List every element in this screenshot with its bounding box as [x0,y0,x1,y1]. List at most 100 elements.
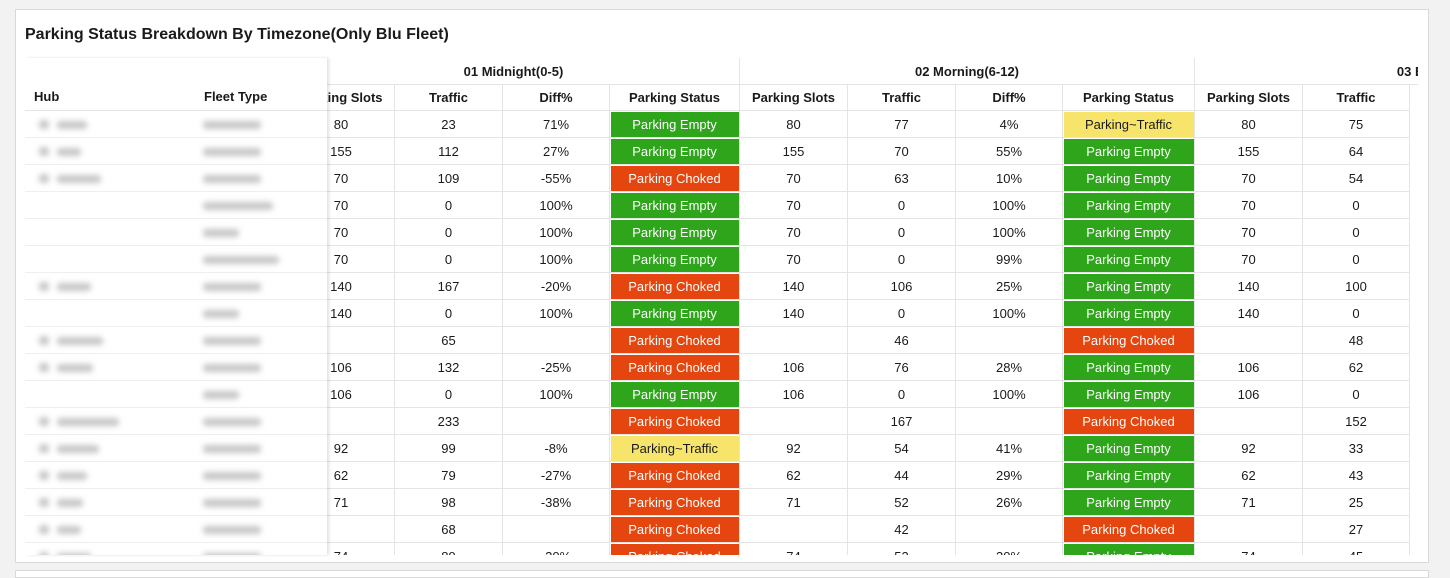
table-cell: 132 [395,354,503,381]
status-cell: Parking Empty [1063,246,1194,272]
table-cell: 29% [956,462,1063,489]
status-cell-frame: Parking Empty [610,111,740,138]
blurred-hub [57,472,87,480]
status-cell-frame: Parking Empty [1063,192,1195,219]
blurred-hub [57,418,119,426]
blurred-hub [57,148,81,156]
status-cell-frame: Parking Choked [1063,408,1195,435]
table-cell: 70 [740,246,848,273]
table-cell: 52 [848,489,956,516]
status-cell-frame: Parking Empty [1063,435,1195,462]
table-cell: 155 [740,138,848,165]
status-cell-frame: Parking Empty [1063,300,1195,327]
status-cell: Parking~Traffic [610,435,739,461]
table-cell: 28% [956,354,1063,381]
row-divider [25,435,327,462]
table-cell: 63 [848,165,956,192]
table-cell: 100% [956,300,1063,327]
blurred-hub [57,121,87,129]
status-cell: Parking Choked [1063,408,1194,434]
blurred-fleet-type [203,418,261,426]
status-cell: Parking Choked [610,273,739,299]
table-cell: 27% [503,138,610,165]
scroll-area[interactable]: 01 Midnight(0-5)Parking SlotsTrafficDiff… [327,58,1418,555]
table-cell: 0 [395,219,503,246]
table-cell: 70 [327,165,395,192]
table-cell: 140 [740,300,848,327]
table-cell: -38% [503,489,610,516]
status-cell-frame: Parking Choked [610,543,740,555]
table-cell: 100% [956,381,1063,408]
status-cell: Parking Empty [610,111,739,137]
row-divider [25,408,327,435]
group-header: 03 Even [1195,58,1418,85]
blurred-hub [57,283,91,291]
row-divider [25,246,327,273]
column-header: Diff% [503,85,610,111]
status-cell: Parking Choked [1063,516,1194,542]
table-cell: 152 [1303,408,1410,435]
table-cell: 0 [395,192,503,219]
table-cell: 100% [503,246,610,273]
status-cell: Parking Choked [610,489,739,515]
row-divider [25,111,327,138]
table-cell: 0 [1303,219,1410,246]
status-cell-frame: Parking Empty [610,246,740,273]
table-cell: 167 [848,408,956,435]
row-divider [25,219,327,246]
table-cell: 106 [327,381,395,408]
empty-cell [1195,408,1303,435]
table-cell: 65 [395,327,503,354]
blurred-hub [57,175,101,183]
blurred-checkbox [39,147,49,156]
table-cell: 76 [848,354,956,381]
status-cell: Parking Empty [1063,192,1194,218]
table-cell: 71 [327,489,395,516]
table-cell: 79 [395,462,503,489]
table-cell: 77 [848,111,956,138]
table-cell: 0 [395,381,503,408]
blurred-hub [57,526,81,534]
status-cell-frame: Parking Empty [1063,354,1195,381]
column-header: Traffic [848,85,956,111]
table-cell: 106 [1195,354,1303,381]
table-cell: 62 [740,462,848,489]
blurred-fleet-type [203,229,239,237]
status-cell: Parking Empty [610,300,739,326]
status-cell-frame: Parking Empty [1063,138,1195,165]
blurred-fleet-type [203,202,273,210]
group-header: 02 Morning(6-12) [740,58,1195,85]
status-cell-frame: Parking Empty [1063,543,1195,555]
status-cell-frame: Parking Choked [610,489,740,516]
table-cell: 109 [395,165,503,192]
table-cell: -20% [503,543,610,555]
empty-cell [327,516,395,543]
table-cell: 41% [956,435,1063,462]
blurred-fleet-type [203,445,261,453]
blurred-checkbox [39,336,49,345]
status-cell: Parking Empty [610,246,739,272]
table-cell: 55% [956,138,1063,165]
column-header: Parking Status [610,85,740,111]
table-cell: 70 [740,165,848,192]
status-cell-frame: Parking Choked [610,327,740,354]
status-cell: Parking Empty [1063,219,1194,245]
blurred-hub [57,499,83,507]
status-cell: Parking Empty [1063,435,1194,461]
row-divider [25,138,327,165]
table-cell: -55% [503,165,610,192]
column-header: Traffic [1303,85,1410,111]
status-cell: Parking Choked [610,462,739,488]
blurred-checkbox [39,174,49,183]
table-cell: 80 [740,111,848,138]
table-cell: 70 [1195,246,1303,273]
table-cell: 89 [395,543,503,555]
table-cell: 106 [848,273,956,300]
column-header: Parking Slots [327,85,395,111]
column-header: Diff% [956,85,1063,111]
table-cell: 106 [740,381,848,408]
table-cell: 74 [327,543,395,555]
blurred-checkbox [39,120,49,129]
table-cell: 92 [740,435,848,462]
table-cell: 80 [327,111,395,138]
